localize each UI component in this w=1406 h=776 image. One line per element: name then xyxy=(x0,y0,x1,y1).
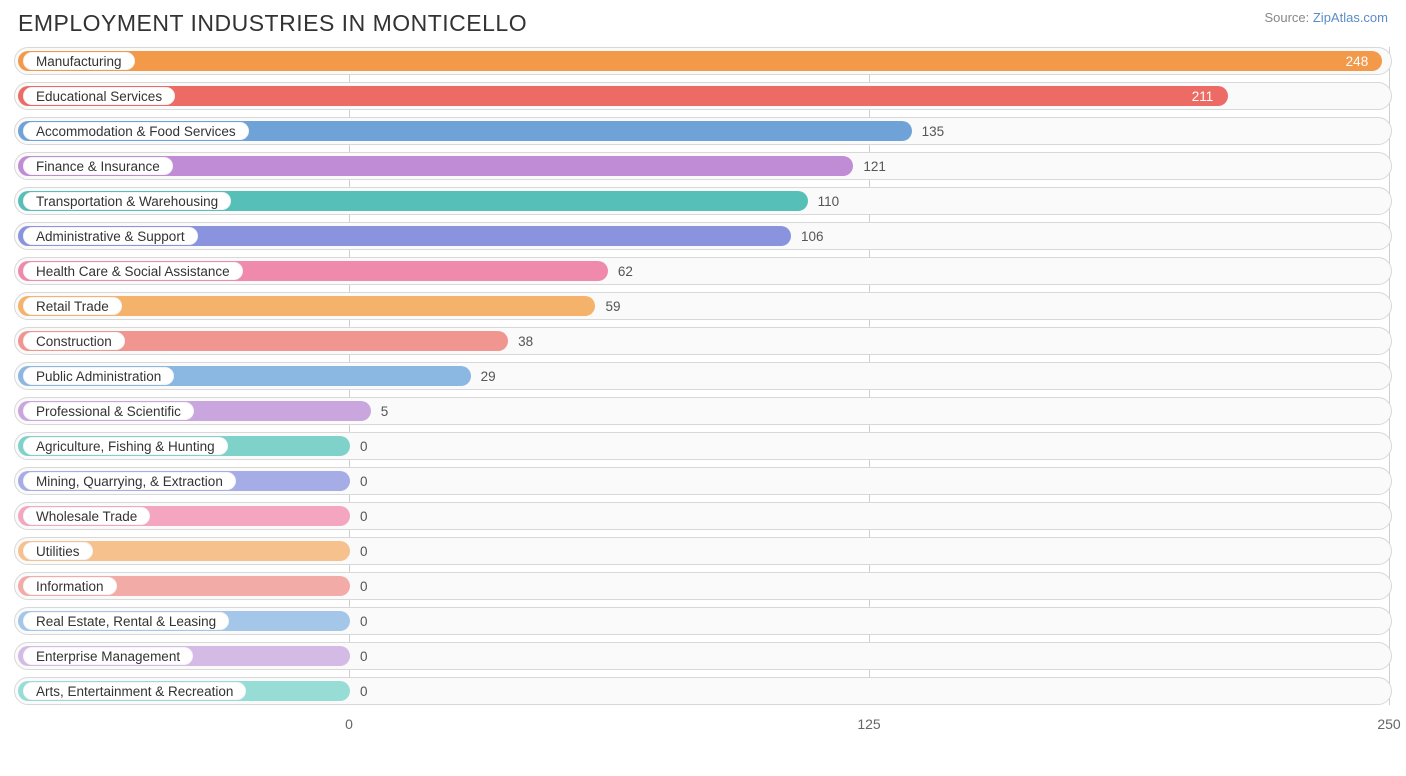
bar-row: Manufacturing 248 xyxy=(14,47,1392,75)
bar-row: Public Administration 29 xyxy=(14,362,1392,390)
bar-value: 110 xyxy=(818,188,840,214)
bars-container: Manufacturing 248 Educational Services 211 A… xyxy=(14,47,1392,705)
bar-value: 135 xyxy=(922,118,945,144)
bar-label: Finance & Insurance xyxy=(23,157,173,175)
chart-source: Source: ZipAtlas.com xyxy=(1264,10,1388,25)
bar-value: 0 xyxy=(360,433,368,459)
bar-row: Professional & Scientific 5 xyxy=(14,397,1392,425)
bar-fill xyxy=(18,51,1382,71)
bar-row: Construction 38 xyxy=(14,327,1392,355)
chart-header: EMPLOYMENT INDUSTRIES IN MONTICELLO Sour… xyxy=(0,0,1406,43)
bar-value: 0 xyxy=(360,643,368,669)
bar-row: Health Care & Social Assistance 62 xyxy=(14,257,1392,285)
chart-area: Manufacturing 248 Educational Services 211 A… xyxy=(14,47,1392,705)
bar-value: 248 xyxy=(1346,48,1369,74)
bar-value: 121 xyxy=(863,153,886,179)
bar-label: Retail Trade xyxy=(23,297,122,315)
bar-label: Agriculture, Fishing & Hunting xyxy=(23,437,228,455)
chart-title: EMPLOYMENT INDUSTRIES IN MONTICELLO xyxy=(18,10,527,37)
bar-label: Manufacturing xyxy=(23,52,135,70)
x-tick: 0 xyxy=(345,716,353,732)
bar-label: Wholesale Trade xyxy=(23,507,150,525)
x-axis: 0125250 xyxy=(14,712,1392,740)
bar-value: 59 xyxy=(605,293,620,319)
bar-value: 0 xyxy=(360,573,368,599)
bar-label: Real Estate, Rental & Leasing xyxy=(23,612,229,630)
bar-row: Agriculture, Fishing & Hunting 0 xyxy=(14,432,1392,460)
bar-row: Real Estate, Rental & Leasing 0 xyxy=(14,607,1392,635)
bar-row: Mining, Quarrying, & Extraction 0 xyxy=(14,467,1392,495)
bar-value: 0 xyxy=(360,538,368,564)
bar-row: Educational Services 211 xyxy=(14,82,1392,110)
bar-label: Enterprise Management xyxy=(23,647,193,665)
bar-value: 0 xyxy=(360,468,368,494)
bar-label: Transportation & Warehousing xyxy=(23,192,231,210)
bar-row: Administrative & Support 106 xyxy=(14,222,1392,250)
x-tick: 125 xyxy=(857,716,880,732)
bar-label: Professional & Scientific xyxy=(23,402,194,420)
bar-value: 106 xyxy=(801,223,824,249)
source-link[interactable]: ZipAtlas.com xyxy=(1313,10,1388,25)
bar-value: 0 xyxy=(360,678,368,704)
bar-label: Health Care & Social Assistance xyxy=(23,262,243,280)
bar-label: Construction xyxy=(23,332,125,350)
bar-row: Enterprise Management 0 xyxy=(14,642,1392,670)
bar-label: Public Administration xyxy=(23,367,174,385)
bar-value: 0 xyxy=(360,503,368,529)
x-tick: 250 xyxy=(1377,716,1400,732)
bar-row: Information 0 xyxy=(14,572,1392,600)
bar-label: Mining, Quarrying, & Extraction xyxy=(23,472,236,490)
bar-value: 62 xyxy=(618,258,633,284)
bar-row: Transportation & Warehousing 110 xyxy=(14,187,1392,215)
bar-label: Arts, Entertainment & Recreation xyxy=(23,682,246,700)
bar-value: 5 xyxy=(381,398,389,424)
bar-row: Utilities 0 xyxy=(14,537,1392,565)
bar-row: Wholesale Trade 0 xyxy=(14,502,1392,530)
bar-label: Educational Services xyxy=(23,87,175,105)
bar-label: Information xyxy=(23,577,117,595)
bar-row: Accommodation & Food Services 135 xyxy=(14,117,1392,145)
bar-value: 38 xyxy=(518,328,533,354)
bar-row: Finance & Insurance 121 xyxy=(14,152,1392,180)
bar-label: Administrative & Support xyxy=(23,227,198,245)
bar-value: 0 xyxy=(360,608,368,634)
bar-fill xyxy=(18,86,1228,106)
bar-value: 211 xyxy=(1192,83,1214,109)
bar-value: 29 xyxy=(481,363,496,389)
bar-label: Utilities xyxy=(23,542,93,560)
source-prefix: Source: xyxy=(1264,10,1312,25)
bar-label: Accommodation & Food Services xyxy=(23,122,249,140)
bar-row: Arts, Entertainment & Recreation 0 xyxy=(14,677,1392,705)
bar-row: Retail Trade 59 xyxy=(14,292,1392,320)
